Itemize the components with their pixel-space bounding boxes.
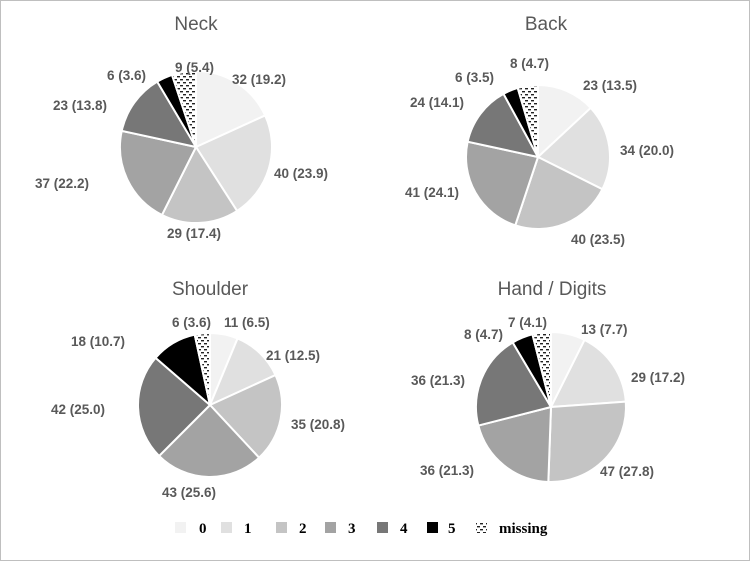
pie-slice-shoulder-4 bbox=[137, 356, 212, 458]
slice-label-shoulder-1: 21 (12.5) bbox=[266, 348, 320, 363]
chart-title-neck: Neck bbox=[174, 14, 218, 35]
pie-slice-back-1 bbox=[536, 106, 611, 191]
slice-label-neck-2: 29 (17.4) bbox=[167, 226, 221, 241]
legend-swatch-1 bbox=[221, 522, 232, 533]
pie-slice-neck-3 bbox=[119, 129, 198, 217]
pie-slice-neck-2 bbox=[160, 144, 239, 224]
pie-slice-back-3 bbox=[465, 140, 540, 227]
pie-slice-back-0 bbox=[537, 83, 593, 160]
slice-label-shoulder-0: 11 (6.5) bbox=[224, 315, 270, 330]
pie-hand-digits bbox=[475, 330, 627, 483]
slice-label-hand-0: 13 (7.7) bbox=[581, 322, 628, 337]
slice-label-shoulder-4: 42 (25.0) bbox=[51, 402, 105, 417]
slice-label-neck-1: 40 (23.9) bbox=[274, 166, 328, 181]
slice-label-neck-4: 23 (13.8) bbox=[53, 98, 107, 113]
pie-neck bbox=[119, 69, 273, 224]
chart-title-shoulder: Shoulder bbox=[172, 279, 249, 300]
legend-label-5: 5 bbox=[448, 521, 456, 537]
slice-label-shoulder-5: 18 (10.7) bbox=[71, 334, 125, 349]
slice-label-shoulder-6: 6 (3.6) bbox=[172, 315, 211, 330]
slice-label-hand-5: 8 (4.7) bbox=[464, 327, 503, 342]
legend-swatch-5 bbox=[427, 522, 438, 533]
pie-slice-shoulder-missing bbox=[193, 331, 211, 406]
chart-title-hand-digits: Hand / Digits bbox=[498, 279, 607, 300]
legend-label-missing: missing bbox=[499, 521, 548, 537]
pie-slice-back-missing bbox=[516, 83, 539, 158]
pie-slice-hand-4 bbox=[475, 341, 553, 427]
legend-label-3: 3 bbox=[348, 521, 356, 537]
pie-slice-shoulder-3 bbox=[157, 403, 261, 478]
slice-label-hand-3: 36 (21.3) bbox=[420, 463, 474, 478]
slice-label-back-2: 40 (23.5) bbox=[571, 232, 625, 247]
slice-label-hand-1: 29 (17.2) bbox=[631, 370, 685, 385]
pie-slice-neck-1 bbox=[194, 114, 273, 213]
pie-slice-back-4 bbox=[466, 92, 540, 159]
chart-title-back: Back bbox=[525, 14, 568, 35]
pie-slice-hand-3 bbox=[477, 405, 553, 483]
pie-slice-shoulder-2 bbox=[208, 373, 283, 460]
slice-label-shoulder-2: 35 (20.8) bbox=[291, 417, 345, 432]
pie-slice-back-2 bbox=[513, 155, 604, 230]
slice-label-back-4: 24 (14.1) bbox=[410, 95, 464, 110]
slice-label-back-6: 8 (4.7) bbox=[510, 56, 549, 71]
legend-swatch-3 bbox=[325, 522, 336, 533]
pie-shoulder bbox=[137, 331, 283, 478]
legend-label-0: 0 bbox=[199, 521, 207, 537]
pie-slice-neck-missing bbox=[170, 69, 197, 148]
legend-label-4: 4 bbox=[400, 521, 408, 537]
legend-swatch-0 bbox=[175, 522, 186, 533]
slice-label-neck-3: 37 (22.2) bbox=[35, 176, 89, 191]
pie-slice-neck-0 bbox=[195, 69, 267, 149]
legend-swatch-2 bbox=[276, 522, 287, 533]
slice-label-shoulder-3: 43 (25.6) bbox=[162, 485, 216, 500]
legend-swatch-missing bbox=[476, 522, 487, 533]
slice-label-neck-0: 32 (19.2) bbox=[232, 72, 286, 87]
slice-label-neck-6: 9 (5.4) bbox=[175, 60, 214, 75]
pie-slice-neck-4 bbox=[120, 80, 199, 149]
slice-label-hand-6: 7 (4.1) bbox=[508, 315, 547, 330]
legend-label-1: 1 bbox=[244, 521, 252, 537]
pie-back bbox=[465, 83, 611, 230]
legend-swatch-4 bbox=[377, 522, 388, 533]
slice-label-back-0: 23 (13.5) bbox=[583, 78, 637, 93]
slice-label-back-5: 6 (3.5) bbox=[455, 70, 494, 85]
pie-slice-hand-1 bbox=[549, 338, 627, 409]
slice-label-neck-5: 6 (3.6) bbox=[107, 68, 146, 83]
slice-label-back-1: 34 (20.0) bbox=[620, 143, 674, 158]
legend-label-2: 2 bbox=[299, 521, 307, 537]
slice-label-back-3: 41 (24.1) bbox=[405, 185, 459, 200]
slice-label-hand-4: 36 (21.3) bbox=[411, 373, 465, 388]
slice-label-hand-2: 47 (27.8) bbox=[600, 464, 654, 479]
pie-slice-hand-2 bbox=[547, 400, 627, 483]
pie-slice-hand-missing bbox=[531, 330, 552, 408]
legend: 0 1 2 3 4 5 missing bbox=[175, 521, 548, 537]
